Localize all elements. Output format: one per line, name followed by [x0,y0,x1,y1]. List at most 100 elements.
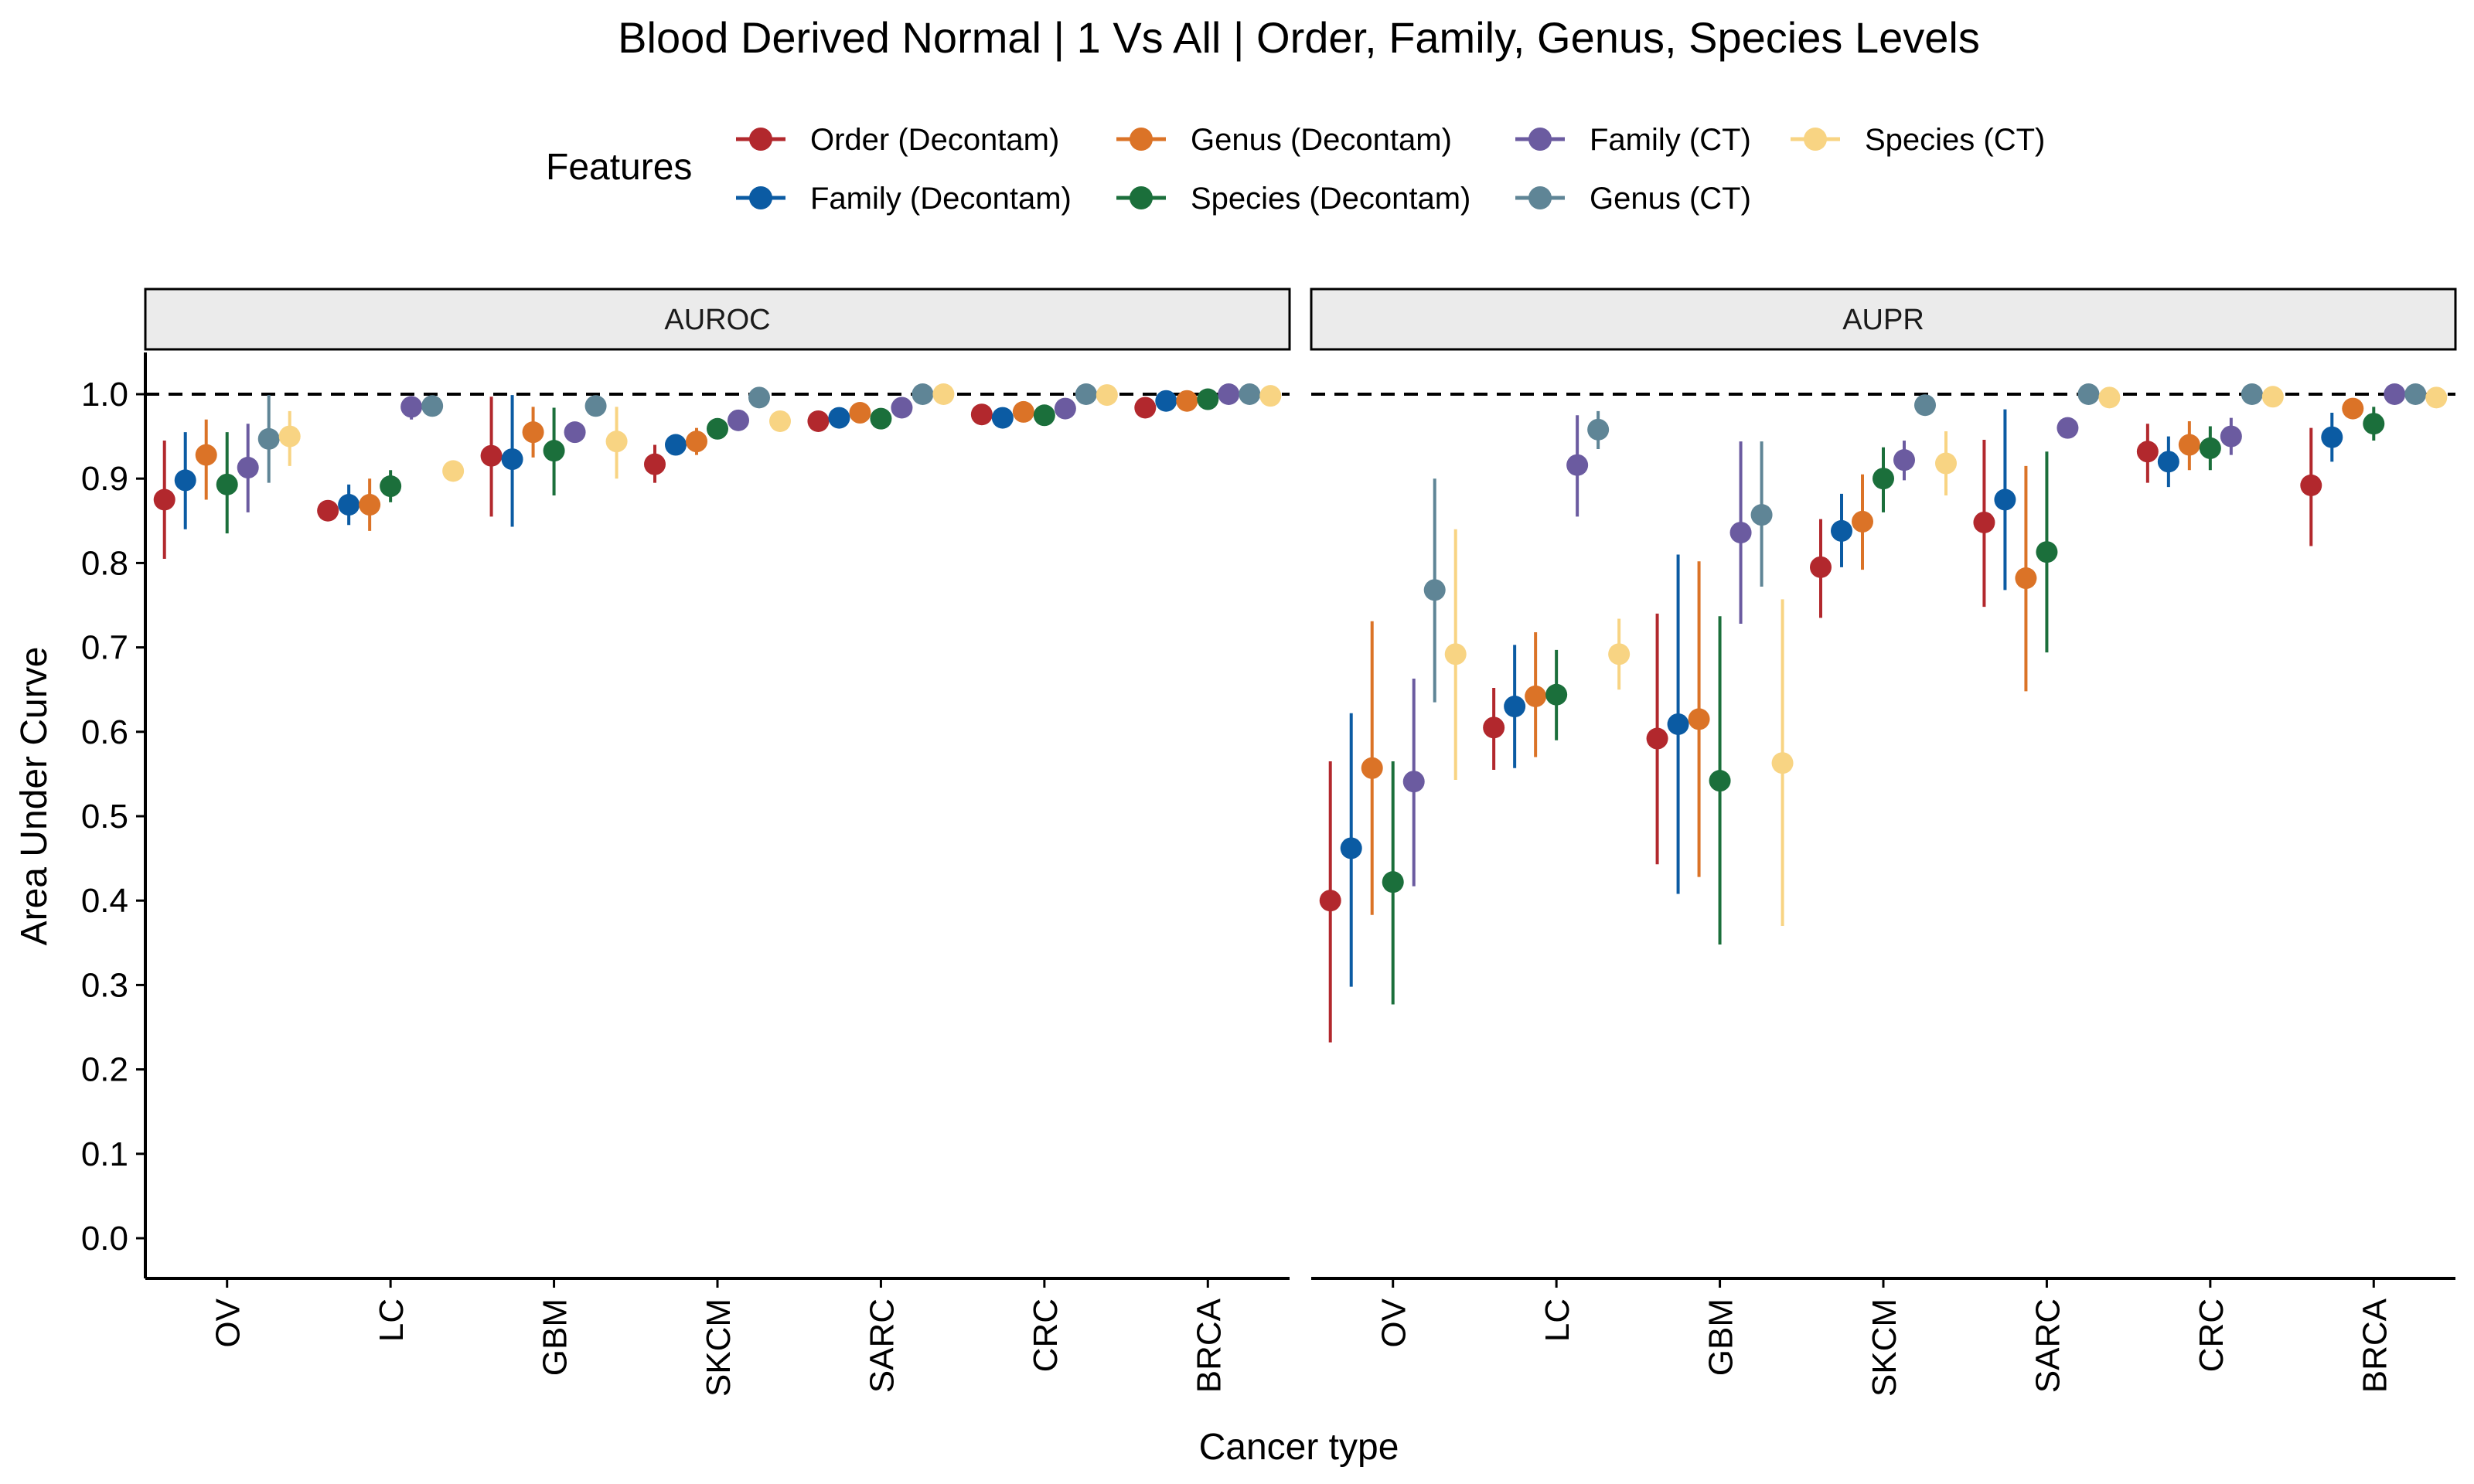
data-point [1012,400,1034,423]
y-axis-title: Area Under Curve [14,647,55,946]
data-point-group [1587,410,1610,449]
data-point [912,383,934,405]
data-point-group [237,424,259,512]
data-point-group [1688,561,1710,877]
data-point-group [2057,417,2079,439]
x-tick-label: SKCM [1866,1298,1903,1397]
data-point [1340,837,1362,859]
data-point [1566,454,1589,476]
data-point-group [1831,493,1852,567]
y-tick-label: 0.9 [81,460,128,498]
data-point [1176,390,1198,412]
data-point-group [2220,417,2242,455]
data-point-group [644,444,666,483]
data-point-group [2321,413,2343,462]
data-point-group [1259,385,1282,407]
legend-item: Genus (CT) [1515,182,1751,216]
data-point [1608,643,1631,665]
y-tick-label: 1.0 [81,376,128,414]
data-point [564,421,586,444]
data-point-group [1197,388,1219,410]
data-point [849,402,871,424]
data-point-group [1566,415,1589,517]
x-tick-label: BRCA [2356,1298,2394,1393]
data-point-group [421,395,444,417]
data-point-group [1382,761,1404,1005]
legend-key-point [1130,186,1153,209]
legend-key-point [1130,128,1153,151]
x-tick-label: LC [1539,1298,1576,1342]
data-point [1402,771,1425,793]
x-tick-label: BRCA [1190,1298,1228,1393]
data-point [1935,452,1957,475]
x-tick-label: CRC [1027,1298,1065,1372]
data-point [442,460,465,482]
panel-strip-label: AUROC [664,304,770,336]
data-point-group [891,397,913,419]
panel-strip [1310,288,2457,351]
data-point-group [728,409,749,431]
data-point-group [1750,441,1773,587]
legend-label: Family (Decontam) [810,182,1072,216]
data-point-group [1771,599,1794,926]
legend-item: Family (CT) [1515,123,1751,157]
data-point-group [665,434,687,456]
legend-label: Genus (CT) [1590,182,1751,216]
data-point [1054,397,1076,420]
data-point-group [828,407,850,429]
legend-label: Species (CT) [1865,123,2045,157]
data-point [2178,434,2200,456]
data-point [1545,683,1568,706]
legend-key-point [1528,128,1552,151]
data-point-group [564,421,586,444]
data-point-group [1319,761,1341,1043]
data-point-group [2300,427,2322,546]
data-point-group [338,484,360,526]
legend-label: Genus (Decontam) [1191,123,1452,157]
data-point [970,403,993,426]
data-point [1319,890,1341,912]
x-tick-label: SKCM [700,1298,738,1397]
data-point [1667,713,1689,735]
data-point-group [2342,397,2364,420]
data-point [1646,727,1668,750]
data-point-group [912,383,934,405]
data-point-group [1994,409,2016,591]
data-point [257,427,280,450]
data-point-group [522,407,544,458]
y-tick-label: 0.2 [81,1051,128,1089]
data-point [1973,511,1995,533]
data-point-group [769,410,791,432]
data-point-group [2199,426,2221,471]
data-point [1852,510,1873,533]
data-point-group [1012,400,1034,423]
data-point [891,397,913,419]
panel-aupr: AUPR OV LC GBM SKCM SARC CRC BRCA [1310,288,2457,1397]
x-tick-label: LC [373,1298,411,1342]
data-point-group [1176,390,1198,412]
data-point-group [2077,383,2100,405]
data-point [1810,556,1832,578]
y-tick-label: 0.1 [81,1135,128,1173]
data-point [278,425,301,448]
data-point-group [1483,688,1505,770]
data-point [317,499,339,522]
y-tick-label: 0.7 [81,629,128,667]
data-point [686,431,707,453]
legend-key-point [749,186,772,209]
data-point [1259,385,1282,407]
data-point [153,488,175,511]
data-point [2241,383,2263,405]
data-point [1155,390,1177,412]
data-point [501,448,523,471]
data-point-group [1709,616,1731,945]
data-point-group [1423,478,1446,703]
data-point-group [2384,383,2406,405]
y-tick-label: 0.0 [81,1220,128,1258]
data-point-group [1033,404,1055,427]
data-point [1361,757,1383,779]
data-point-group [442,460,465,482]
legend-label: Order (Decontam) [810,123,1059,157]
data-point [1218,383,1240,405]
data-point [644,453,666,475]
